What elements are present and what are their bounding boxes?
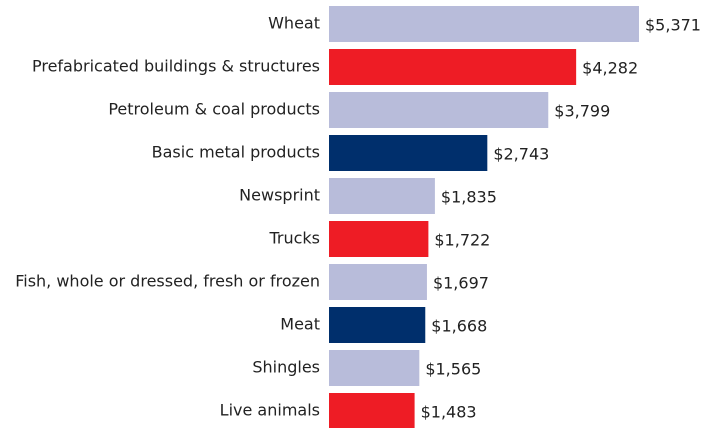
value-label: $1,835 <box>441 188 497 207</box>
bar <box>329 393 415 428</box>
value-label: $4,282 <box>582 59 638 78</box>
bar <box>329 221 429 257</box>
category-label: Shingles <box>252 358 320 377</box>
category-label: Prefabricated buildings & structures <box>32 57 320 76</box>
category-label: Trucks <box>268 229 320 248</box>
category-label: Wheat <box>268 14 320 33</box>
value-label: $3,799 <box>554 102 610 121</box>
category-label: Petroleum & coal products <box>108 100 320 119</box>
bar <box>329 92 549 128</box>
bar <box>329 49 577 85</box>
category-label: Meat <box>280 315 320 334</box>
bar <box>329 350 420 386</box>
bar <box>329 307 426 343</box>
category-label: Live animals <box>220 401 320 420</box>
value-label: $1,697 <box>433 274 489 293</box>
bar <box>329 178 435 214</box>
value-label: $1,722 <box>434 231 490 250</box>
bar <box>329 264 427 300</box>
value-label: $5,371 <box>645 16 701 35</box>
value-label: $2,743 <box>493 145 549 164</box>
value-label: $1,668 <box>431 317 487 336</box>
bar <box>329 135 488 171</box>
value-label: $1,565 <box>425 360 481 379</box>
category-label: Newsprint <box>239 186 320 205</box>
category-label: Basic metal products <box>152 143 320 162</box>
value-label: $1,483 <box>421 403 477 422</box>
bar <box>329 6 639 42</box>
category-label: Fish, whole or dressed, fresh or frozen <box>15 272 320 291</box>
